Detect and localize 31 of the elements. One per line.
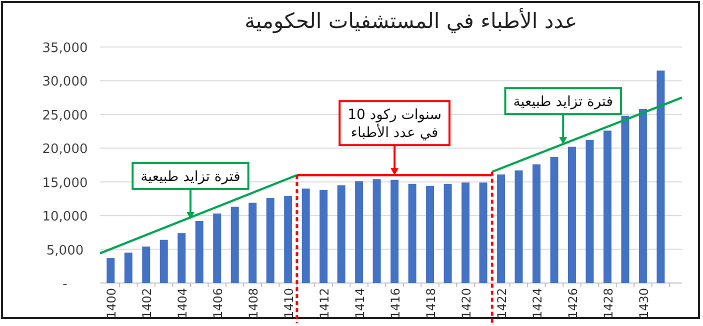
xtick: 1412 (318, 288, 332, 319)
annotation: 10 سنوات ركود في عدد الأطباء (338, 100, 450, 146)
title: عدد الأطباء في المستشفيات الحكومية (244, 9, 578, 33)
xtick: 1422 (495, 288, 509, 319)
xtick: 1406 (211, 288, 226, 319)
ytick: 25,000 (42, 108, 88, 124)
annotation: فترة تزايد طبيعية (132, 162, 250, 190)
xtick: 1400 (104, 288, 119, 319)
xtick: 1402 (140, 288, 154, 319)
xtick: 1414 (353, 288, 368, 319)
ytick: - (62, 277, 68, 292)
xtick: 1410 (282, 288, 296, 319)
xtick: 1424 (530, 288, 544, 319)
xtick: 1416 (388, 288, 403, 319)
annotation: فترة تزايد طبيعية (504, 87, 622, 116)
ytick: 30,000 (42, 74, 88, 90)
annotation: 10 سنوات ركود في عدد الأطباء (348, 107, 442, 142)
xtick: 1418 (424, 288, 438, 319)
xtick: 1430 (636, 288, 651, 319)
xtick: 1420 (460, 288, 474, 319)
ytick: 15,000 (42, 176, 88, 191)
ytick: 20,000 (42, 142, 88, 158)
ytick: 10,000 (42, 210, 88, 225)
xtick: 1408 (246, 288, 261, 319)
xtick: 1426 (566, 288, 580, 319)
annotation: فترة تزايد طبيعية (140, 168, 240, 185)
ytick: 5,000 (46, 243, 84, 258)
annotation: فترة تزايد طبيعية (513, 94, 613, 110)
xtick: 1404 (176, 288, 190, 319)
xtick: 1428 (601, 288, 616, 319)
ytick: 35,000 (42, 41, 88, 56)
